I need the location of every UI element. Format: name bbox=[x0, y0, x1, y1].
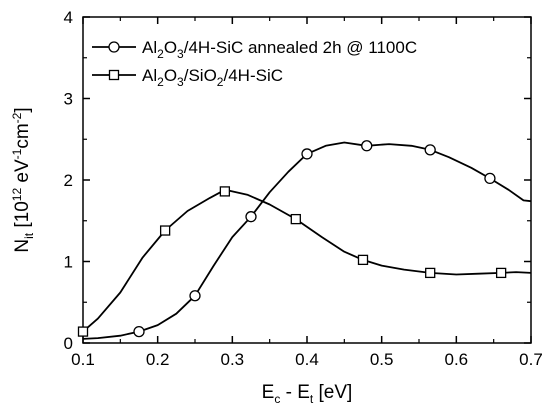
y-tick-label: 2 bbox=[64, 171, 73, 190]
y-axis-title: Nit [1012 eV-1cm-2] bbox=[10, 107, 36, 252]
y-tick-label: 1 bbox=[64, 253, 73, 272]
series-line bbox=[82, 141, 532, 340]
series-1 bbox=[82, 140, 532, 340]
series-2 bbox=[77, 186, 532, 337]
y-tick-label: 0 bbox=[64, 334, 73, 353]
legend-marker bbox=[108, 69, 120, 81]
legend-label: Al2O3/4H-SiC annealed 2h @ 1100C bbox=[142, 38, 417, 61]
data-point bbox=[159, 225, 171, 236]
x-tick-label: 0.2 bbox=[146, 350, 170, 369]
data-point bbox=[301, 148, 313, 160]
x-tick-label: 0.4 bbox=[295, 350, 319, 369]
data-point bbox=[495, 267, 507, 279]
data-point bbox=[425, 267, 436, 279]
x-tick-label: 0.6 bbox=[445, 350, 469, 369]
x-tick-label: 0.5 bbox=[370, 350, 394, 369]
data-point bbox=[424, 144, 436, 156]
series-group bbox=[77, 140, 532, 340]
y-tick-label: 3 bbox=[64, 90, 73, 109]
legend: Al2O3/4H-SiC annealed 2h @ 1100C Al2O3/Si… bbox=[92, 38, 417, 89]
data-point bbox=[77, 326, 89, 337]
y-tick-label: 4 bbox=[64, 8, 73, 27]
data-point bbox=[357, 254, 369, 266]
legend-item: Al2O3/4H-SiC annealed 2h @ 1100C bbox=[92, 38, 417, 61]
axis-ticks bbox=[82, 16, 532, 344]
legend-item: Al2O3/SiO2/4H-SiC bbox=[92, 66, 283, 89]
x-tick-label: 0.3 bbox=[221, 350, 245, 369]
data-point bbox=[484, 172, 496, 185]
data-point bbox=[290, 213, 301, 225]
legend-label: Al2O3/SiO2/4H-SiC bbox=[142, 66, 283, 89]
x-tick-label: 0.1 bbox=[71, 350, 95, 369]
legend-marker bbox=[108, 41, 120, 53]
tick-labels: 0.1 0.2 0.3 0.4 0.5 0.6 0.7 0 1 2 3 4 bbox=[64, 8, 543, 369]
data-point bbox=[245, 211, 257, 223]
x-axis-title: Ec - Et [eV] bbox=[262, 382, 353, 406]
data-point bbox=[219, 186, 231, 197]
data-point bbox=[361, 140, 373, 152]
series-line bbox=[82, 188, 532, 333]
x-tick-label: 0.7 bbox=[519, 350, 543, 369]
data-point bbox=[189, 290, 201, 302]
data-point bbox=[133, 325, 145, 338]
